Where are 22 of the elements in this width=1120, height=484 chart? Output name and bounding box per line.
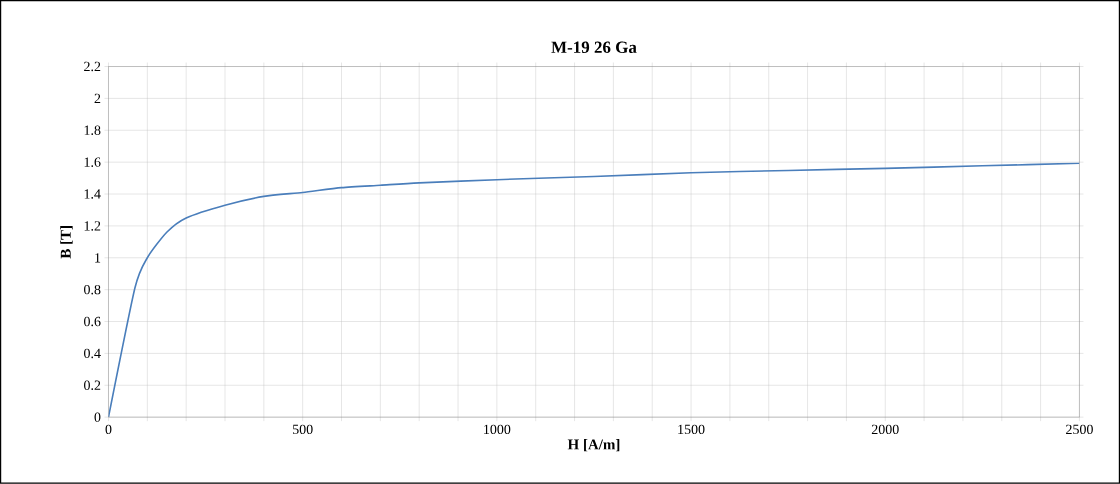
y-axis-title: B [T] xyxy=(60,226,73,259)
y-tick-label: 2.2 xyxy=(84,61,101,72)
x-tick-label: 1000 xyxy=(484,424,511,435)
x-tick-label: 500 xyxy=(293,424,313,435)
y-tick-label: 0.2 xyxy=(84,380,101,391)
x-axis-title: H [A/m] xyxy=(567,439,620,452)
x-tick-label: 0 xyxy=(105,424,112,435)
y-tick-label: 0 xyxy=(94,412,101,423)
x-tick-label: 1500 xyxy=(678,424,705,435)
y-tick-label: 2 xyxy=(94,93,101,104)
y-tick-label: 0.8 xyxy=(84,285,101,295)
y-tick-label: 1.4 xyxy=(84,189,101,199)
y-tick-label: 1 xyxy=(95,253,101,263)
y-tick-label: 1.8 xyxy=(84,125,101,136)
y-tick-label: 0.6 xyxy=(84,316,101,327)
y-tick-label: 1.2 xyxy=(84,221,101,231)
x-tick-label: 2500 xyxy=(1066,424,1093,435)
y-tick-label: 0.4 xyxy=(84,348,101,359)
y-tick-label: 1.6 xyxy=(84,157,101,168)
x-tick-label: 2000 xyxy=(871,424,899,435)
chart-title: M-19 26 Ga xyxy=(551,41,637,54)
line-series xyxy=(108,162,1080,418)
